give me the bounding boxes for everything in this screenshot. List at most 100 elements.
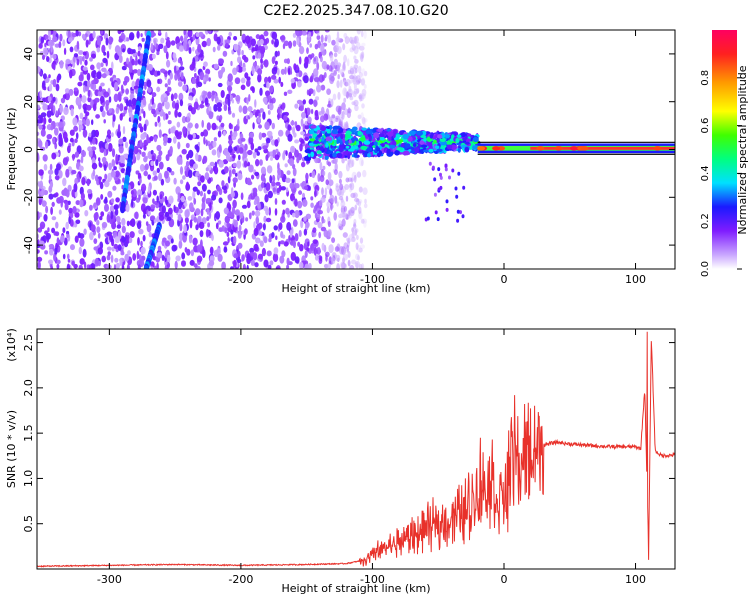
noise-speckle [218, 160, 224, 168]
noise-speckle [125, 203, 130, 213]
noise-speckle [255, 34, 261, 40]
noise-speckle [78, 50, 84, 55]
noise-speckle [261, 247, 266, 257]
noise-speckle [241, 50, 244, 56]
noise-speckle [257, 68, 263, 76]
noise-speckle [131, 58, 135, 66]
noise-speckle [273, 225, 278, 231]
noise-speckle [138, 194, 141, 201]
noise-speckle [174, 130, 179, 137]
signal-speckle [309, 138, 316, 142]
noise-speckle [49, 248, 54, 256]
noise-speckle [121, 225, 126, 234]
interference-line-1 [120, 205, 125, 214]
noise-speckle [52, 136, 56, 145]
noise-speckle [277, 50, 280, 57]
noise-speckle [310, 202, 314, 208]
noise-speckle [40, 129, 46, 137]
noise-speckle [63, 106, 69, 116]
noise-speckle [68, 216, 71, 225]
noise-speckle [78, 264, 83, 269]
noise-speckle [336, 201, 339, 207]
noise-speckle [300, 118, 304, 127]
noise-speckle [325, 179, 330, 186]
noise-speckle [294, 139, 300, 144]
noise-speckle [192, 190, 196, 200]
noise-speckle [356, 244, 362, 253]
noise-speckle [182, 234, 188, 243]
noise-speckle [278, 76, 282, 84]
noise-speckle [146, 223, 152, 233]
noise-speckle [196, 189, 200, 196]
noise-speckle [83, 85, 86, 93]
noise-speckle [87, 188, 93, 195]
noise-speckle [357, 114, 362, 120]
noise-speckle [323, 263, 329, 269]
noise-speckle [275, 266, 280, 269]
noise-speckle [277, 167, 282, 176]
noise-speckle [170, 238, 174, 244]
noise-speckle [353, 218, 357, 225]
noise-speckle [74, 177, 79, 185]
noise-speckle [90, 224, 96, 233]
noise-speckle [174, 73, 178, 81]
signal-speckle [472, 145, 479, 150]
noise-speckle [303, 228, 308, 236]
noise-speckle [354, 59, 359, 64]
noise-speckle [203, 91, 208, 96]
noise-speckle [56, 259, 61, 265]
noise-speckle [339, 183, 344, 191]
y-tick-label: 1.0 [22, 470, 35, 488]
noise-speckle [253, 243, 259, 251]
noise-speckle [277, 106, 281, 115]
noise-speckle [273, 247, 279, 255]
noise-speckle [356, 171, 362, 178]
noise-speckle [286, 221, 292, 231]
noise-speckle [140, 246, 146, 255]
noise-speckle [122, 126, 126, 135]
noise-speckle [48, 193, 54, 200]
noise-speckle [278, 129, 284, 137]
noise-speckle [70, 244, 75, 251]
noise-speckle [143, 156, 148, 163]
spectrogram-y-axis: 40 20 0 -20 -40 [22, 47, 675, 254]
noise-speckle [353, 82, 357, 91]
signal-speckle [310, 125, 317, 129]
noise-speckle [144, 163, 149, 170]
noise-speckle [138, 228, 144, 235]
noise-speckle [360, 95, 364, 102]
noise-speckle [275, 235, 278, 241]
noise-speckle [233, 253, 239, 259]
noise-speckle [46, 110, 52, 118]
signal-speckle [420, 148, 425, 154]
noise-speckle [209, 202, 212, 211]
noise-speckle [354, 204, 358, 211]
noise-speckle [227, 145, 233, 154]
noise-speckle [234, 77, 241, 85]
noise-speckle [328, 65, 333, 72]
noise-speckle [338, 178, 342, 184]
noise-speckle [137, 50, 141, 57]
noise-speckle [353, 88, 360, 95]
noise-speckle [82, 56, 85, 62]
noise-speckle [358, 72, 363, 78]
noise-speckle [364, 198, 367, 204]
noise-speckle [122, 177, 125, 183]
noise-speckle [321, 242, 325, 251]
noise-speckle [209, 161, 215, 167]
noise-speckle [271, 39, 274, 45]
noise-speckle [240, 84, 246, 91]
noise-speckle [217, 82, 223, 88]
noise-speckle [96, 71, 102, 80]
noise-speckle [334, 195, 338, 204]
noise-speckle [121, 184, 124, 190]
noise-speckle [237, 242, 243, 249]
signal-speckle [360, 145, 368, 150]
noise-speckle [357, 254, 360, 261]
noise-speckle [168, 195, 174, 205]
noise-speckle [244, 228, 248, 235]
noise-speckle [121, 217, 126, 226]
noise-speckle [259, 108, 264, 113]
signal-speckle [304, 136, 310, 141]
noise-speckle [345, 121, 349, 130]
